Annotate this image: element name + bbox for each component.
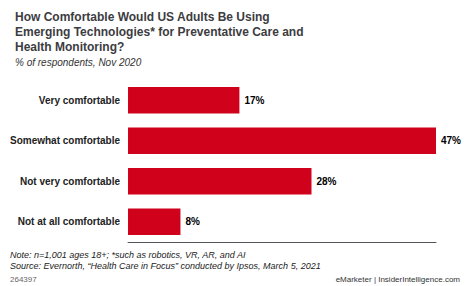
- svg-text:Note: n=1,001 ages 18+; *such: Note: n=1,001 ages 18+; *such as robotic…: [10, 250, 246, 260]
- svg-text:Emerging Technologies* for Pre: Emerging Technologies* for Preventative …: [15, 25, 304, 39]
- svg-text:eMarketer | InsiderIntelligenc: eMarketer | InsiderIntelligence.com: [336, 275, 461, 284]
- svg-text:Not very comfortable: Not very comfortable: [20, 176, 120, 187]
- svg-text:47%: 47%: [441, 135, 461, 146]
- svg-text:8%: 8%: [185, 216, 200, 227]
- svg-text:17%: 17%: [244, 95, 264, 106]
- svg-text:Very comfortable: Very comfortable: [39, 95, 121, 106]
- svg-text:264397: 264397: [10, 275, 37, 284]
- svg-text:Health Monitoring?: Health Monitoring?: [15, 40, 124, 54]
- svg-text:Source: Evernorth, “Health Car: Source: Evernorth, “Health Care in Focus…: [10, 261, 321, 271]
- svg-text:28%: 28%: [316, 176, 336, 187]
- svg-text:Not at all comfortable: Not at all comfortable: [18, 216, 121, 227]
- svg-text:Somewhat comfortable: Somewhat comfortable: [10, 135, 120, 146]
- svg-text:% of respondents, Nov 2020: % of respondents, Nov 2020: [15, 57, 142, 68]
- svg-text:How Comfortable Would US Adult: How Comfortable Would US Adults Be Using: [15, 10, 270, 24]
